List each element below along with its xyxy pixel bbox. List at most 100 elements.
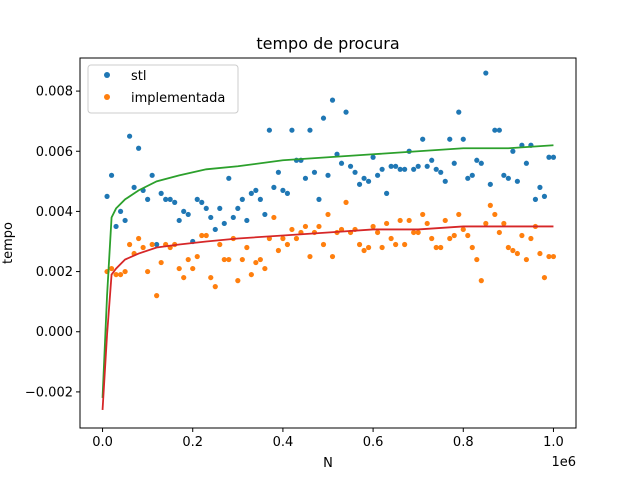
- implementada-point: [280, 235, 286, 242]
- implementada-point: [226, 256, 232, 263]
- stl-point: [397, 166, 403, 172]
- implementada-point: [420, 211, 426, 218]
- implementada-point: [550, 253, 557, 260]
- implementada-point: [546, 253, 552, 260]
- stl-point: [217, 205, 223, 212]
- legend-stl-marker: [104, 72, 110, 78]
- stl-point: [127, 133, 133, 139]
- stl-point: [244, 217, 250, 224]
- stl-point: [334, 151, 340, 157]
- stl-point: [307, 127, 313, 133]
- stl-point: [248, 190, 254, 196]
- legend-implementada-label: implementada: [131, 91, 225, 106]
- x-tick-label: 0.8: [453, 435, 474, 450]
- y-axis-label: tempo: [1, 222, 16, 264]
- stl-point: [541, 193, 548, 199]
- x-tick-label: 0.6: [363, 435, 384, 450]
- stl-point: [365, 178, 372, 184]
- implementada-point: [514, 250, 520, 257]
- implementada-point: [235, 278, 241, 284]
- stl-point: [352, 169, 358, 175]
- stl-point: [104, 193, 110, 199]
- implementada-point: [429, 235, 435, 242]
- implementada-point: [492, 211, 498, 218]
- stl-point: [163, 196, 169, 202]
- implementada-point: [212, 284, 218, 290]
- stl-point: [289, 127, 295, 133]
- stl-point: [456, 109, 462, 115]
- stl-point: [465, 175, 471, 181]
- implementada-point: [393, 241, 399, 248]
- stl-point: [492, 127, 498, 133]
- stl_fit-line: [101, 144, 554, 398]
- implementada-point: [519, 232, 525, 239]
- plot-frame: [79, 57, 577, 429]
- implementada-point: [185, 256, 191, 263]
- implementada-point: [203, 232, 209, 239]
- stl-point: [447, 136, 453, 142]
- implementada-point: [239, 256, 245, 263]
- stl-point: [361, 175, 367, 181]
- implementada-point: [325, 211, 331, 218]
- implementada-point: [460, 226, 466, 233]
- implementada-point: [181, 274, 187, 281]
- implementada-point: [537, 250, 543, 257]
- implementada-point: [190, 265, 196, 272]
- stl-point: [438, 169, 444, 175]
- implementada-point: [411, 229, 417, 236]
- implementada-point: [438, 244, 444, 251]
- legend-stl-label: stl: [131, 69, 146, 84]
- legend-implementada-marker: [104, 94, 110, 100]
- stl-point: [496, 127, 502, 133]
- stl-point: [257, 196, 263, 202]
- implementada-point: [375, 229, 381, 236]
- implementada-point: [217, 241, 223, 248]
- y-tick-label: 0.000: [36, 325, 73, 340]
- stl-point: [131, 184, 137, 190]
- implementada-point: [329, 253, 336, 260]
- stl-point: [384, 190, 390, 196]
- stl-point: [226, 175, 232, 181]
- implementada-point: [176, 265, 182, 272]
- stl-point: [172, 199, 178, 205]
- implementada-point: [140, 244, 146, 251]
- implementada-point: [275, 247, 281, 254]
- stl-point: [275, 169, 281, 175]
- chart-title: tempo de procura: [256, 34, 399, 53]
- implementada-point: [253, 259, 259, 266]
- y-tick-label: 0.004: [36, 205, 73, 220]
- stl-point: [199, 199, 205, 205]
- implementada-point: [447, 235, 453, 242]
- stl-point: [523, 160, 530, 166]
- implementada-point: [402, 241, 408, 248]
- stl-point: [280, 187, 286, 193]
- stl-point: [185, 211, 191, 218]
- stl-point: [483, 70, 489, 76]
- stl-point: [451, 160, 457, 166]
- implementada-point: [293, 235, 300, 242]
- stl-point: [402, 166, 408, 172]
- stl-point: [388, 163, 394, 169]
- implementada-point: [208, 274, 214, 281]
- implementada-point: [361, 247, 367, 254]
- implementada-point: [154, 293, 160, 299]
- y-tick-label: −0.002: [25, 385, 73, 400]
- implementada-point: [122, 268, 128, 275]
- implementada-point: [510, 247, 516, 254]
- x-axis-offset-label: 1e6: [551, 455, 576, 470]
- stl-point: [420, 136, 426, 142]
- implementada-point: [483, 220, 489, 227]
- x-tick-label: 1.0: [543, 435, 564, 450]
- stl-point: [271, 184, 277, 190]
- stl-point: [550, 154, 557, 160]
- implementada-point: [541, 274, 548, 281]
- implementada-point: [127, 241, 133, 248]
- stl-point: [501, 172, 507, 178]
- stl-point: [262, 211, 268, 218]
- implementada-point: [379, 244, 385, 251]
- stl-point: [546, 154, 552, 160]
- stl-point: [316, 196, 322, 202]
- implementada-point: [199, 232, 205, 239]
- implementada_fit-line: [101, 225, 554, 411]
- implementada-point: [433, 244, 439, 251]
